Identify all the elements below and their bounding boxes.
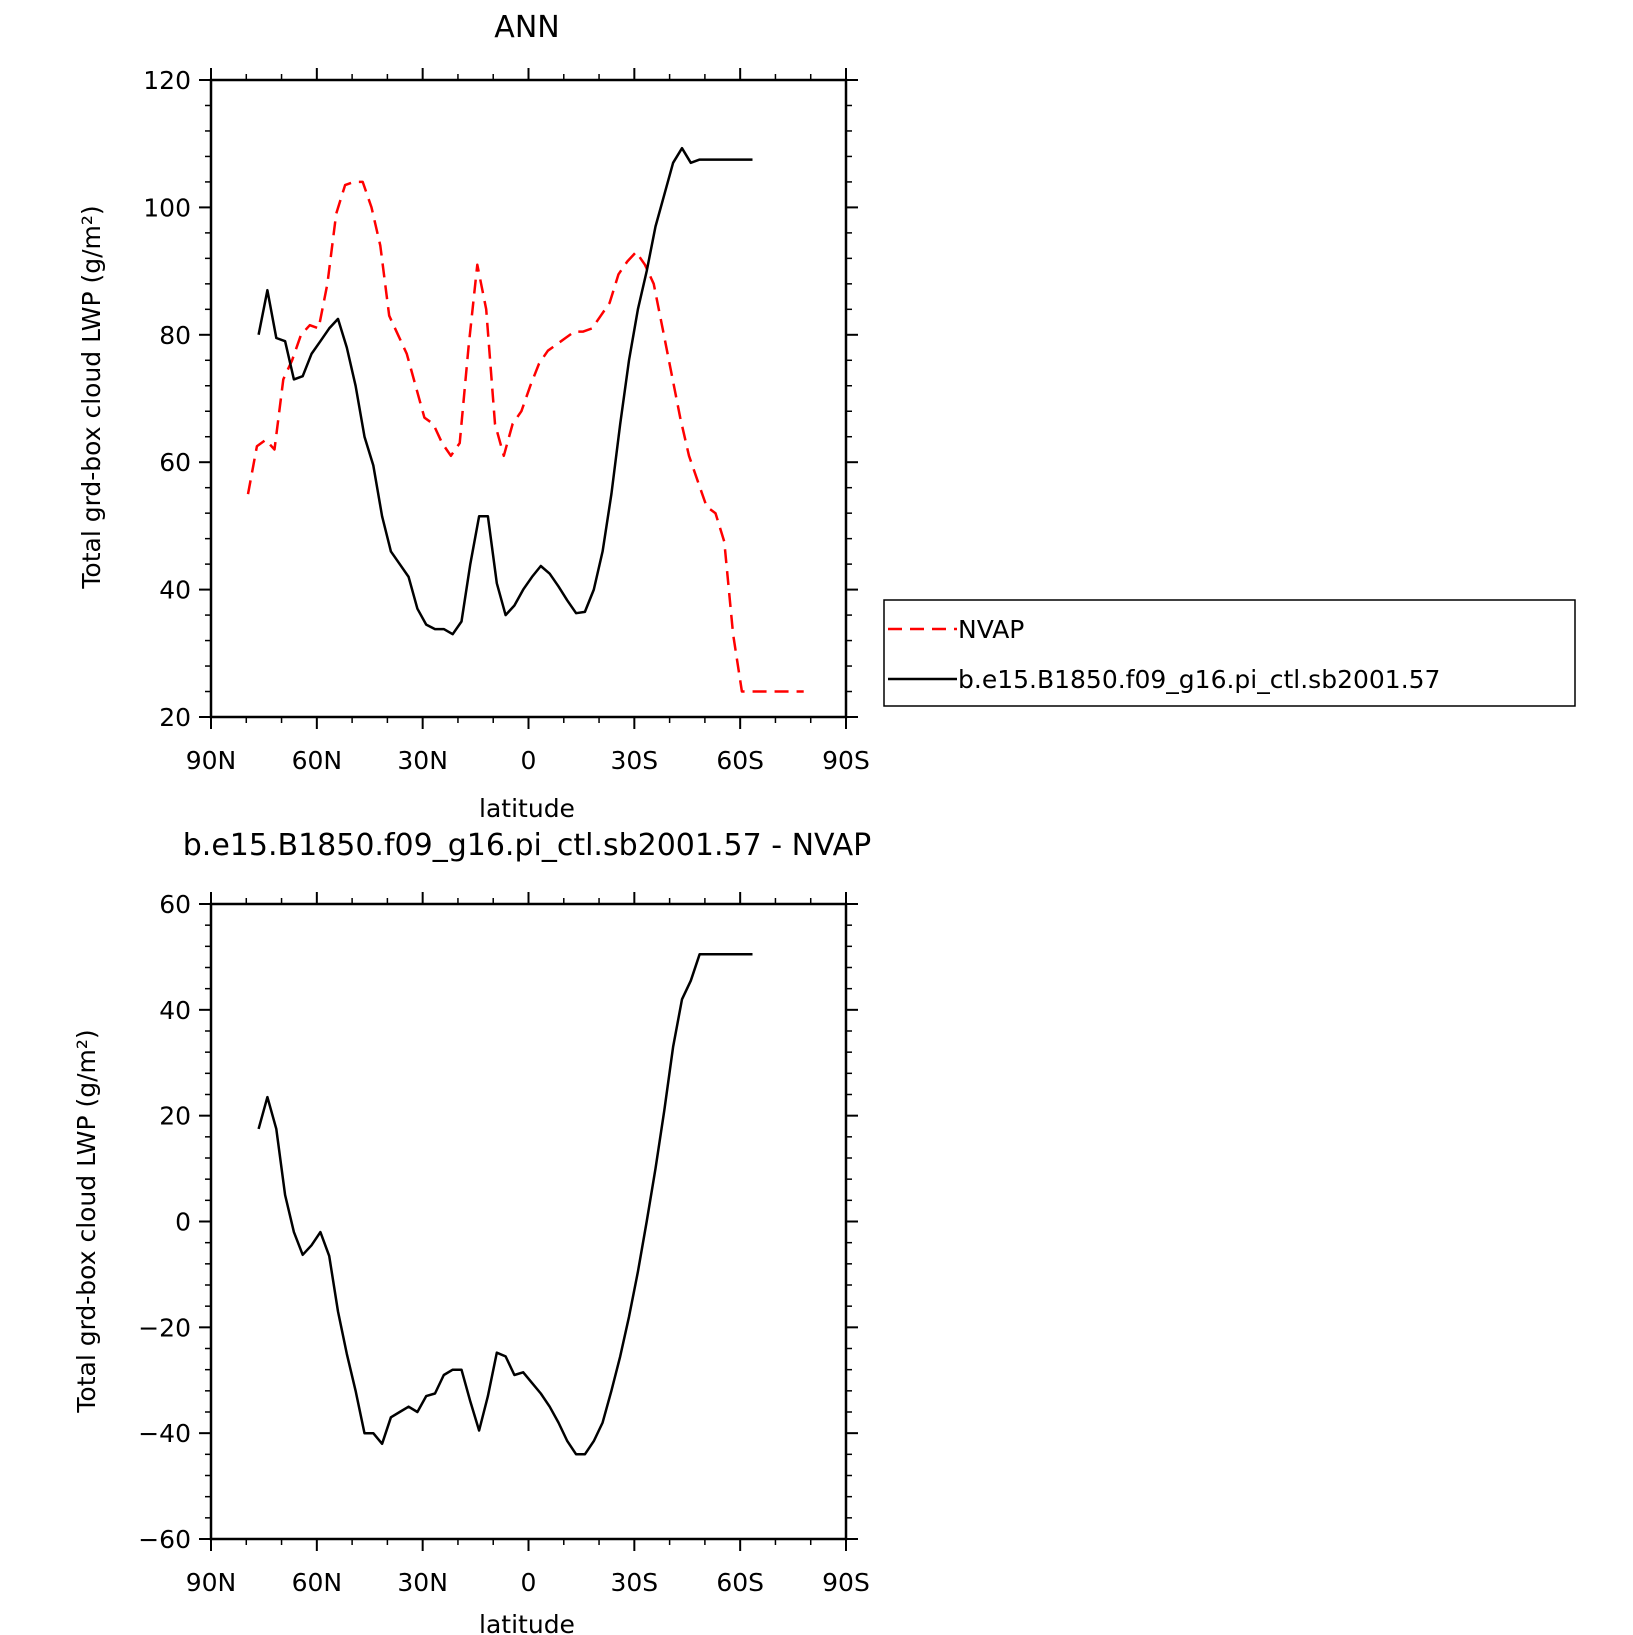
top-panel: ANN 20 40 60 80 100 120 90N 60N 30N 0 30S 60S 90S l… bbox=[77, 10, 1576, 823]
x-tick-label: 60S bbox=[716, 746, 764, 775]
y-tick-label: 60 bbox=[159, 448, 191, 477]
y-tick-label: −40 bbox=[138, 1419, 191, 1448]
top-axis-ticks bbox=[199, 68, 858, 729]
x-tick-label: 60N bbox=[292, 1568, 343, 1597]
series-line-difference bbox=[257, 953, 753, 1456]
bottom-x-axis-label: latitude bbox=[479, 1610, 575, 1635]
x-tick-label: 30S bbox=[610, 1568, 658, 1597]
x-tick-label: 60N bbox=[292, 746, 343, 775]
top-series-lines bbox=[246, 146, 804, 693]
legend-box bbox=[883, 599, 1576, 707]
bottom-x-tick-labels: 90N 60N 30N 0 30S 60S 90S bbox=[186, 1568, 870, 1597]
y-tick-label: 40 bbox=[159, 576, 191, 605]
bottom-y-tick-labels: −60 −40 −20 0 20 40 60 bbox=[138, 890, 191, 1554]
x-tick-label: 0 bbox=[521, 1568, 537, 1597]
bottom-series-lines bbox=[257, 953, 753, 1456]
y-tick-label: 100 bbox=[143, 193, 191, 222]
bottom-plot-frame bbox=[209, 902, 848, 1541]
top-y-axis-label: Total grd-box cloud LWP (g/m²) bbox=[77, 205, 106, 589]
top-x-axis-label: latitude bbox=[479, 794, 575, 823]
y-tick-label: 60 bbox=[159, 890, 191, 919]
y-tick-label: 20 bbox=[159, 1102, 191, 1131]
series-line-nvap bbox=[246, 180, 804, 693]
y-tick-label: −60 bbox=[138, 1525, 191, 1554]
bottom-panel: b.e15.B1850.f09_g16.pi_ctl.sb2001.57 - N… bbox=[72, 828, 871, 1635]
x-tick-label: 60S bbox=[716, 1568, 764, 1597]
legend: NVAP b.e15.B1850.f09_g16.pi_ctl.sb2001.5… bbox=[883, 599, 1576, 707]
series-line-b-e15-b1850-f09-g16-pi-ctl-sb2001-57 bbox=[257, 146, 753, 636]
top-chart-title: ANN bbox=[494, 10, 559, 45]
bottom-axis-ticks bbox=[199, 892, 858, 1551]
top-y-tick-labels: 20 40 60 80 100 120 bbox=[143, 66, 191, 732]
y-tick-label: 0 bbox=[175, 1208, 191, 1237]
y-tick-label: 40 bbox=[159, 996, 191, 1025]
x-tick-label: 0 bbox=[521, 746, 537, 775]
legend-label-model: b.e15.B1850.f09_g16.pi_ctl.sb2001.57 bbox=[958, 665, 1440, 694]
x-tick-label: 30N bbox=[397, 746, 448, 775]
x-tick-label: 90N bbox=[186, 1568, 237, 1597]
y-tick-label: −20 bbox=[138, 1313, 191, 1342]
x-tick-label: 90N bbox=[186, 746, 237, 775]
x-tick-label: 90S bbox=[822, 746, 870, 775]
x-tick-label: 30S bbox=[610, 746, 658, 775]
bottom-y-axis-label: Total grd-box cloud LWP (g/m²) bbox=[72, 1029, 101, 1413]
legend-label-nvap: NVAP bbox=[958, 615, 1024, 644]
top-x-tick-labels: 90N 60N 30N 0 30S 60S 90S bbox=[186, 746, 870, 775]
x-tick-label: 90S bbox=[822, 1568, 870, 1597]
y-tick-label: 120 bbox=[143, 66, 191, 95]
y-tick-label: 80 bbox=[159, 321, 191, 350]
top-plot-frame bbox=[209, 78, 848, 719]
x-tick-label: 30N bbox=[397, 1568, 448, 1597]
y-tick-label: 20 bbox=[159, 703, 191, 732]
bottom-chart-title: b.e15.B1850.f09_g16.pi_ctl.sb2001.57 - N… bbox=[183, 828, 872, 863]
